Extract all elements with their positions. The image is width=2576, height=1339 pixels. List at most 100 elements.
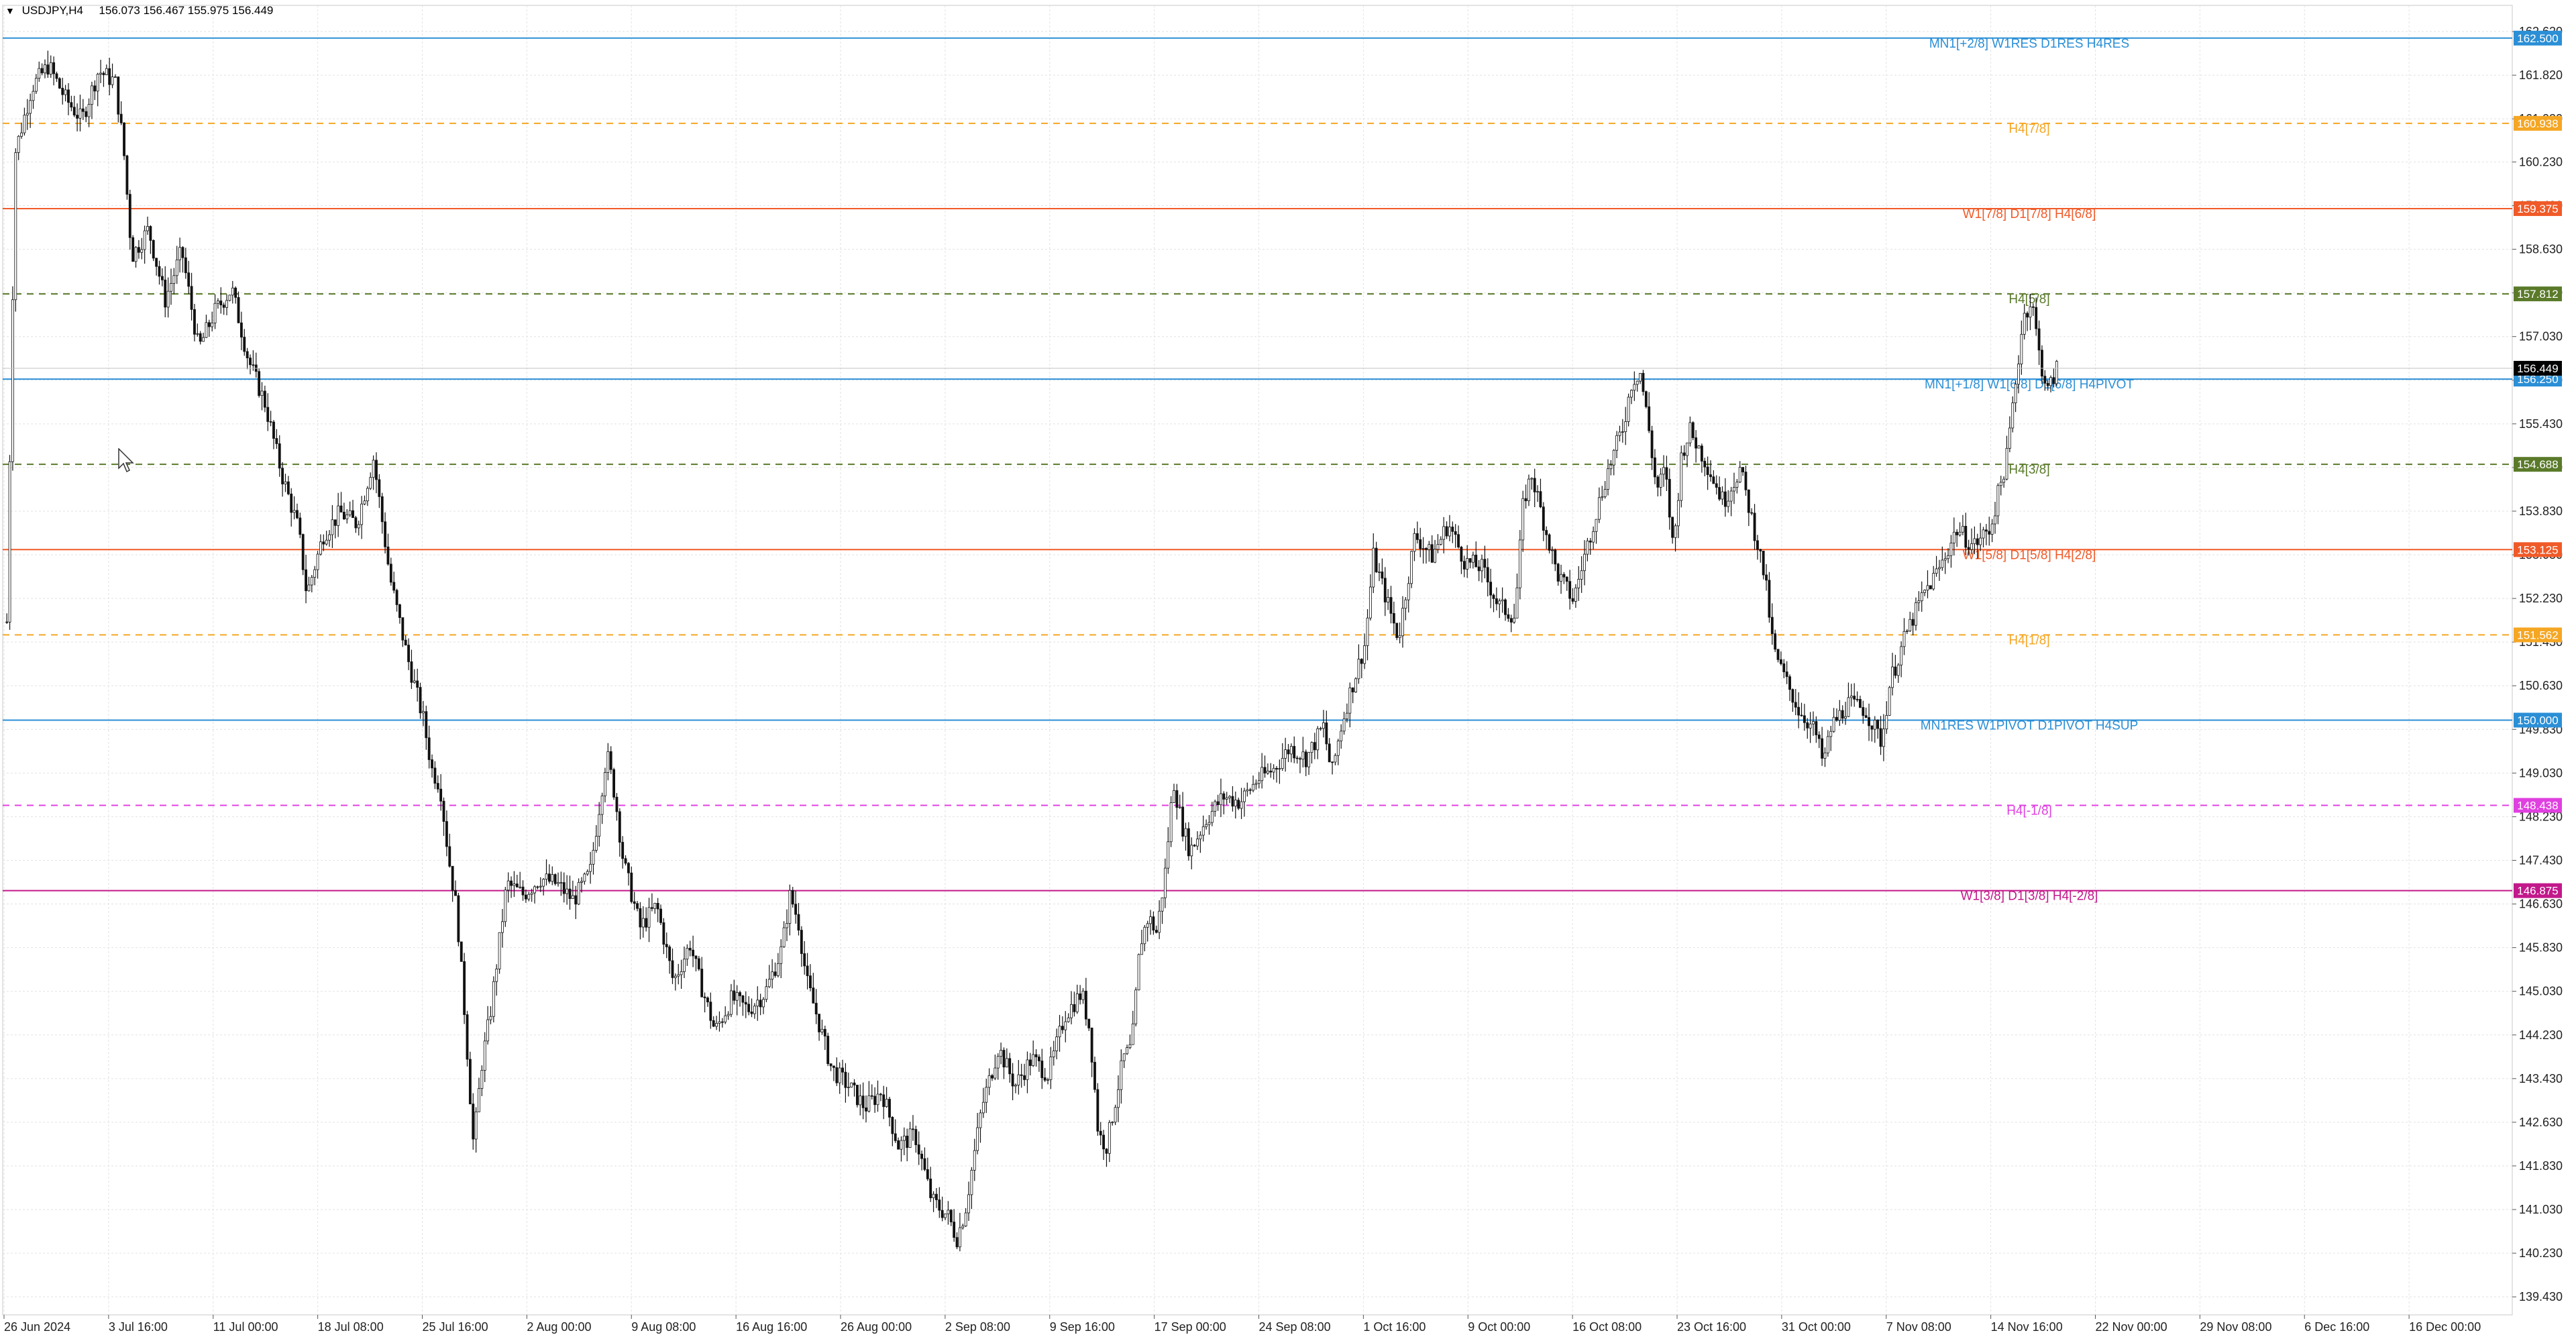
candle-body: [1275, 767, 1278, 769]
candle-body: [108, 68, 111, 85]
candle-body: [1674, 525, 1677, 538]
candle-body: [1592, 531, 1595, 543]
level-label: H4[5/8]: [2008, 292, 2049, 307]
candle-body: [771, 971, 774, 980]
candle-body: [1014, 1085, 1017, 1087]
candle-body: [1102, 1134, 1106, 1150]
candle-body: [1234, 800, 1237, 807]
candle-body: [1779, 659, 1782, 664]
candle-body: [1008, 1058, 1012, 1075]
candle-body: [706, 998, 709, 1003]
candle-body: [1442, 526, 1446, 540]
level-price-tag: [2514, 542, 2562, 557]
candle-body: [286, 481, 290, 494]
candle-body: [1501, 599, 1504, 602]
level-label: MN1[+2/8] W1RES D1RES H4RES: [1929, 37, 2129, 51]
candle-body: [1943, 558, 1947, 561]
candle-body: [1079, 993, 1082, 1000]
level-label: W1[3/8] D1[3/8] H4[-2/8]: [1961, 890, 2098, 904]
candle-body: [1099, 1130, 1102, 1136]
level-price-tag: [2514, 30, 2562, 46]
candle-body: [49, 62, 52, 75]
candle-body: [662, 922, 665, 945]
candle-body: [501, 921, 504, 933]
time-tick-label: 2 Aug 00:00: [527, 1320, 591, 1334]
candle-body: [64, 89, 67, 95]
candle-body: [1838, 710, 1841, 720]
candle-body: [829, 1063, 833, 1067]
candle-body: [1310, 742, 1313, 753]
candle-body: [292, 510, 296, 513]
candle-body: [2008, 427, 2011, 449]
level-price-label: 154.688: [2517, 458, 2558, 471]
candle-body: [246, 351, 249, 358]
candle-body: [688, 948, 692, 951]
candle-body: [753, 1006, 756, 1014]
candle-body: [589, 863, 592, 872]
candle-body: [865, 1107, 867, 1112]
candle-body: [463, 961, 466, 1015]
price-tick-label: 152.230: [2519, 592, 2563, 605]
candle-body: [357, 524, 360, 529]
candle-body: [1797, 706, 1801, 716]
candle-body: [859, 1095, 862, 1106]
level-label: W1[5/8] D1[5/8] H4[2/8]: [1963, 548, 2096, 562]
candle-body: [369, 477, 372, 489]
candle-body: [1011, 1073, 1014, 1087]
level-price-label: 150.000: [2517, 714, 2558, 727]
candle-body: [1131, 1023, 1134, 1045]
candle-body: [1759, 549, 1762, 551]
candle-body: [1982, 529, 1985, 539]
candle-body: [1002, 1050, 1006, 1068]
candle-body: [1788, 676, 1791, 690]
candle-body: [375, 460, 378, 480]
candle-body: [1504, 599, 1507, 615]
collapse-triangle-icon[interactable]: ▼: [5, 5, 15, 16]
candle-body: [237, 297, 240, 323]
price-tick-label: 140.230: [2519, 1246, 2563, 1260]
price-tick-label: 142.630: [2519, 1116, 2563, 1129]
candle-body: [1117, 1089, 1120, 1108]
candle-body: [524, 894, 527, 900]
candle-body: [814, 1002, 818, 1015]
candle-body: [744, 1002, 747, 1005]
candle-body: [1340, 731, 1343, 741]
candle-body: [1823, 752, 1827, 759]
candle-body: [1173, 790, 1175, 803]
candle-body: [78, 108, 82, 119]
candle-body: [1208, 822, 1211, 825]
candle-body: [820, 1028, 824, 1032]
candle-body: [1474, 554, 1478, 568]
candle-body: [1134, 989, 1138, 1024]
level-price-label: 156.250: [2517, 373, 2558, 386]
candle-body: [258, 371, 261, 396]
candle-body: [1368, 586, 1372, 619]
candle-body: [85, 111, 88, 117]
candle-body: [1756, 540, 1759, 550]
candle-body: [1242, 790, 1246, 802]
candle-body: [1307, 752, 1311, 767]
candle-body: [1879, 728, 1882, 747]
time-tick-label: 6 Dec 16:00: [2304, 1320, 2369, 1334]
candle-body: [134, 247, 138, 262]
candle-body: [1205, 824, 1208, 827]
candle-body: [686, 948, 689, 960]
time-tick-label: 9 Sep 16:00: [1050, 1320, 1115, 1334]
candle-body: [1043, 1077, 1046, 1081]
price-tick-label: 145.030: [2519, 985, 2563, 998]
candle-body: [117, 76, 120, 115]
candle-body: [1612, 449, 1615, 466]
candle-body: [1289, 746, 1293, 755]
candle-body: [301, 534, 305, 570]
candle-body: [1627, 396, 1630, 422]
candle-body: [1568, 581, 1572, 599]
candle-body: [1419, 539, 1422, 549]
price-tick-label: 153.830: [2519, 504, 2563, 518]
candle-body: [1410, 551, 1413, 584]
candle-body: [448, 846, 451, 867]
candle-body: [1774, 633, 1777, 650]
candle-body: [1120, 1060, 1123, 1090]
candle-body: [562, 882, 566, 894]
